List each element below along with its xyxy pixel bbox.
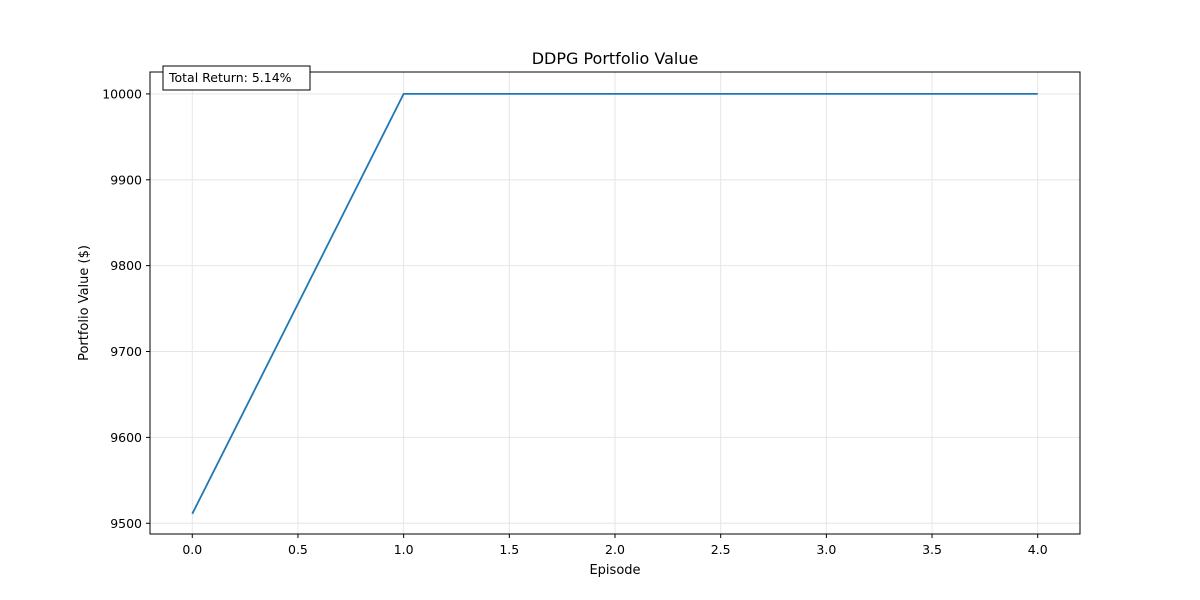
x-tick-label: 3.0 <box>816 542 836 557</box>
y-tick-label: 9900 <box>110 172 142 187</box>
y-axis-label: Portfolio Value ($) <box>77 245 92 361</box>
annotation-box: Total Return: 5.14% <box>163 66 310 90</box>
y-tick-label: 9600 <box>110 430 142 445</box>
x-tick-label: 3.5 <box>922 542 942 557</box>
x-tick-label: 1.0 <box>394 542 414 557</box>
x-tick-label: 0.5 <box>288 542 308 557</box>
y-tick-label: 10000 <box>102 86 142 101</box>
y-tick-label: 9700 <box>110 344 142 359</box>
x-tick-label: 2.0 <box>605 542 625 557</box>
x-tick-label: 4.0 <box>1028 542 1048 557</box>
annotation-text: Total Return: 5.14% <box>168 70 292 85</box>
y-tick-label: 9800 <box>110 258 142 273</box>
x-tick-label: 2.5 <box>711 542 731 557</box>
y-tick-label: 9500 <box>110 516 142 531</box>
x-axis-label: Episode <box>589 563 640 578</box>
x-tick-label: 0.0 <box>182 542 202 557</box>
chart-title: DDPG Portfolio Value <box>532 49 699 68</box>
x-tick-label: 1.5 <box>499 542 519 557</box>
